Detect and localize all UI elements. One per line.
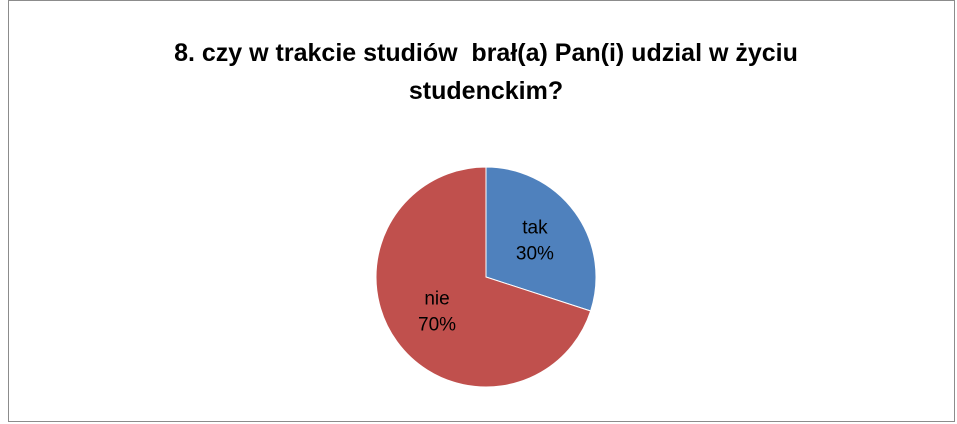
- chart-frame: [8, 0, 955, 422]
- pie-slice: [375, 166, 592, 388]
- pie-slice: [485, 166, 597, 312]
- slice-value-label: 30%: [516, 243, 554, 264]
- slice-value-label: 70%: [418, 315, 456, 336]
- chart-title: 8. czy w trakcie studiów brał(a) Pan(i) …: [174, 39, 805, 105]
- slice-category-label: nie: [424, 289, 449, 310]
- slice-category-label: tak: [522, 217, 548, 238]
